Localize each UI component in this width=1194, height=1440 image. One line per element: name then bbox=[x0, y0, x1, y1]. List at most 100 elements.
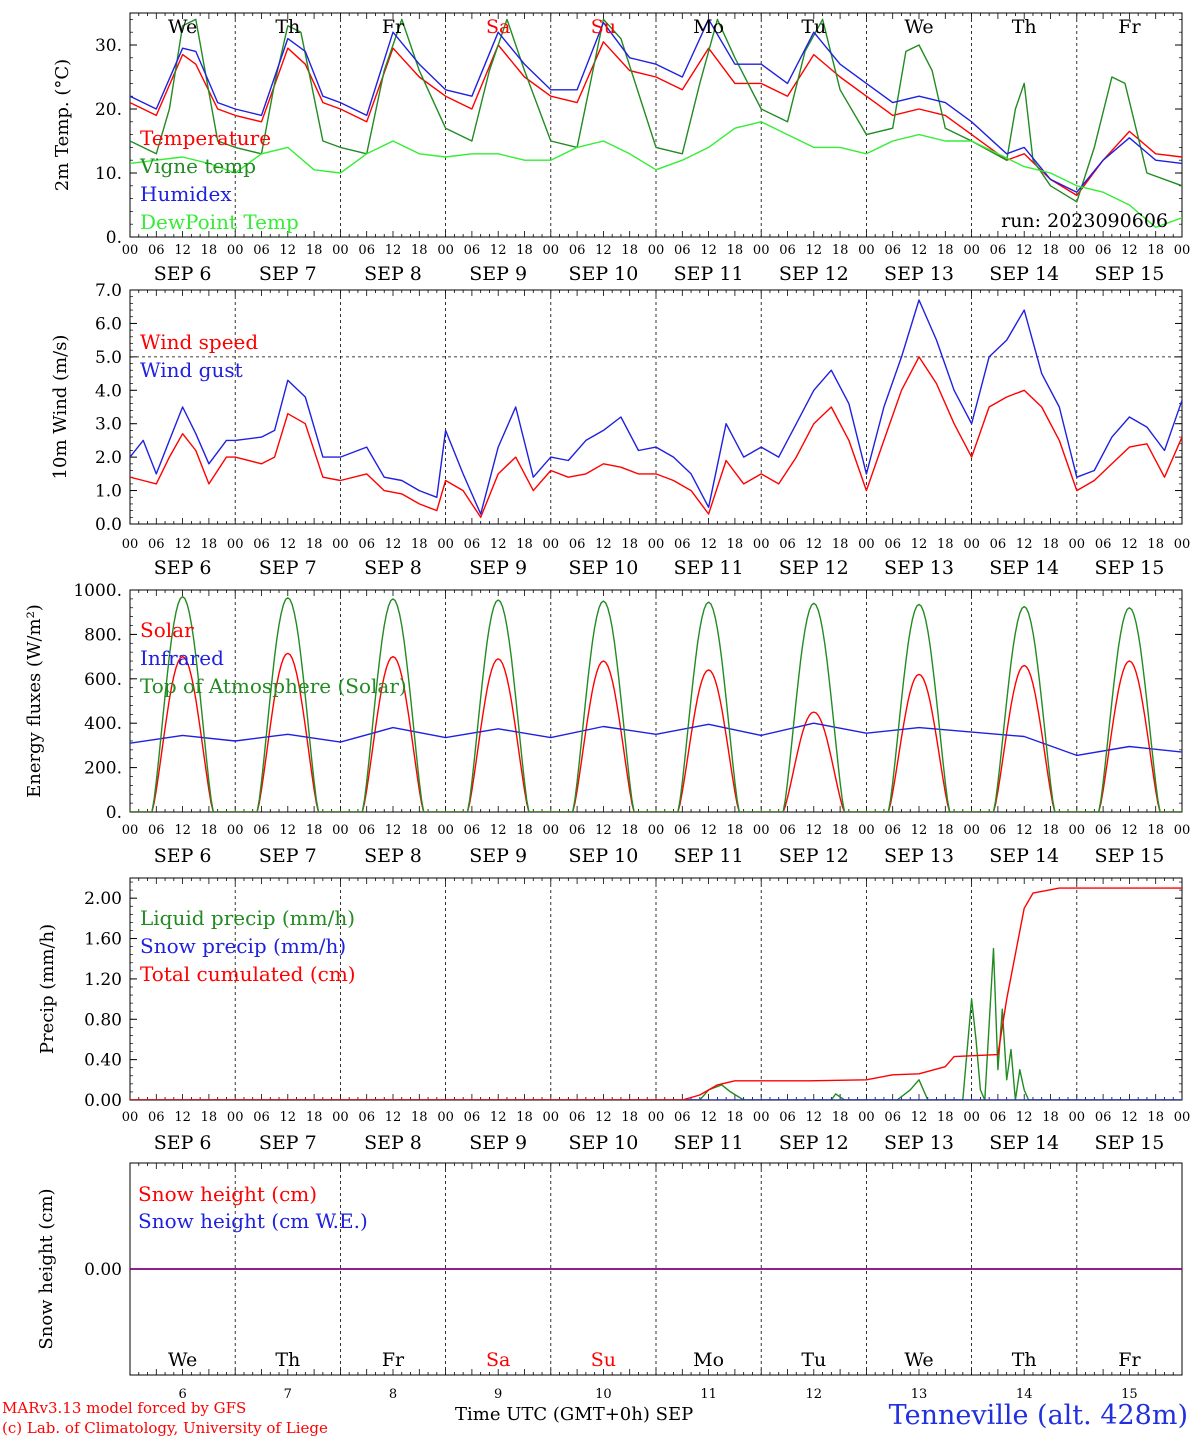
bottom-weekday-label: Sa bbox=[486, 1349, 510, 1371]
hour-tick-label: 00 bbox=[1069, 823, 1086, 838]
hour-tick-label: 00 bbox=[858, 1110, 875, 1125]
hour-tick-label: 00 bbox=[122, 243, 139, 258]
hour-tick-label: 06 bbox=[148, 537, 165, 552]
date-label: SEP 9 bbox=[469, 845, 527, 867]
date-label: SEP 7 bbox=[259, 557, 317, 579]
hour-tick-label: 00 bbox=[753, 823, 770, 838]
hour-tick-label: 12 bbox=[595, 823, 612, 838]
date-label: SEP 10 bbox=[568, 1132, 638, 1154]
y-tick-label: 5.0 bbox=[95, 348, 122, 368]
date-label: SEP 12 bbox=[779, 845, 849, 867]
weekday-label: Th bbox=[275, 16, 300, 38]
series-line-infrared bbox=[130, 722, 1182, 757]
lab-credit: (c) Lab. of Climatology, University of L… bbox=[2, 1419, 328, 1437]
date-label: SEP 8 bbox=[364, 263, 422, 285]
y-tick-label: 0.00 bbox=[84, 1091, 122, 1111]
bottom-weekday-label: Su bbox=[591, 1349, 616, 1371]
y-tick-label: 0.0 bbox=[95, 515, 122, 535]
date-label: SEP 13 bbox=[884, 845, 954, 867]
hour-tick-label: 06 bbox=[779, 537, 796, 552]
date-label: SEP 9 bbox=[469, 263, 527, 285]
date-label: SEP 6 bbox=[154, 845, 212, 867]
hour-tick-label: 06 bbox=[569, 243, 586, 258]
hour-tick-label: 18 bbox=[937, 823, 954, 838]
hour-tick-label: 00 bbox=[1174, 1110, 1191, 1125]
date-label: SEP 6 bbox=[154, 557, 212, 579]
hour-tick-label: 00 bbox=[543, 823, 560, 838]
hour-tick-label: 00 bbox=[227, 1110, 244, 1125]
hour-tick-label: 06 bbox=[779, 823, 796, 838]
model-credit: MARv3.13 model forced by GFS bbox=[2, 1399, 247, 1417]
precip-panel: 0.00 0.40 0.80 1.20 1.60 2.00 Precip (mm/h) 00 0… bbox=[37, 877, 1191, 1154]
hour-tick-label: 00 bbox=[753, 1110, 770, 1125]
date-label: SEP 10 bbox=[568, 263, 638, 285]
series-line-wind-gust bbox=[130, 299, 1182, 515]
legend-entry: Top of Atmosphere (Solar) bbox=[140, 674, 407, 698]
hour-tick-label: 12 bbox=[174, 243, 191, 258]
hour-tick-label: 00 bbox=[648, 823, 665, 838]
hour-tick-label: 18 bbox=[1042, 823, 1059, 838]
hour-tick-label: 12 bbox=[911, 243, 928, 258]
y-tick-label: 0. bbox=[106, 228, 122, 248]
hour-tick-label: 00 bbox=[437, 823, 454, 838]
hour-tick-label: 18 bbox=[727, 537, 744, 552]
hour-tick-label: 00 bbox=[1069, 1110, 1086, 1125]
hour-tick-label: 12 bbox=[1121, 243, 1138, 258]
hour-tick-label: 00 bbox=[332, 243, 349, 258]
hour-tick-label: 12 bbox=[174, 823, 191, 838]
hour-tick-label: 06 bbox=[674, 1110, 691, 1125]
hour-tick-label: 12 bbox=[1121, 537, 1138, 552]
date-label: SEP 7 bbox=[259, 845, 317, 867]
hour-tick-label: 06 bbox=[990, 537, 1007, 552]
hour-tick-label: 00 bbox=[648, 243, 665, 258]
weekday-label: Su bbox=[591, 16, 616, 38]
hour-tick-label: 18 bbox=[201, 243, 218, 258]
y-tick-label: 400. bbox=[84, 714, 122, 734]
hour-tick-label: 12 bbox=[911, 537, 928, 552]
hour-tick-label: 06 bbox=[464, 1110, 481, 1125]
hour-tick-label: 12 bbox=[595, 537, 612, 552]
legend-entry: Total cumulated (cm) bbox=[140, 962, 356, 986]
date-label: SEP 11 bbox=[674, 845, 744, 867]
temp-panel: 0. 10. 20. 30. 2m Temp. (°C) 00 06 12 18 00 06 12 18… bbox=[52, 12, 1190, 285]
legend-entry: Wind speed bbox=[140, 330, 258, 354]
location-label: Tenneville (alt. 428m) bbox=[888, 1400, 1188, 1431]
hour-tick-label: 12 bbox=[1016, 537, 1033, 552]
series-line-vigne-temp bbox=[130, 18, 1182, 203]
hour-tick-label: 18 bbox=[1042, 243, 1059, 258]
y-tick-label: 4.0 bbox=[95, 381, 122, 401]
bottom-weekday-label: Th bbox=[275, 1349, 300, 1371]
hour-tick-label: 06 bbox=[358, 1110, 375, 1125]
hour-tick-label: 06 bbox=[569, 823, 586, 838]
hour-tick-label: 12 bbox=[806, 823, 823, 838]
legend-entry: Infrared bbox=[140, 646, 224, 670]
hour-tick-label: 06 bbox=[358, 823, 375, 838]
hour-tick-label: 06 bbox=[779, 243, 796, 258]
hour-tick-label: 18 bbox=[411, 537, 428, 552]
hour-tick-label: 06 bbox=[884, 243, 901, 258]
hour-tick-label: 12 bbox=[806, 537, 823, 552]
date-label: SEP 12 bbox=[779, 557, 849, 579]
bottom-day-number: 7 bbox=[284, 1387, 292, 1400]
date-label: SEP 15 bbox=[1094, 1132, 1164, 1154]
y-tick-label: 0.00 bbox=[84, 1260, 122, 1280]
hour-tick-label: 12 bbox=[1016, 243, 1033, 258]
hour-tick-label: 18 bbox=[832, 243, 849, 258]
hour-tick-label: 00 bbox=[437, 537, 454, 552]
y-tick-label: 1.20 bbox=[84, 970, 122, 990]
series-line-solar bbox=[130, 652, 1182, 812]
hour-tick-label: 12 bbox=[700, 1110, 717, 1125]
y-tick-label: 30. bbox=[95, 36, 122, 56]
hour-tick-label: 00 bbox=[963, 537, 980, 552]
y-tick-label: 0. bbox=[106, 803, 122, 823]
date-label: SEP 15 bbox=[1094, 845, 1164, 867]
hour-tick-label: 12 bbox=[385, 243, 402, 258]
hour-tick-label: 12 bbox=[280, 823, 297, 838]
bottom-weekday-label: Fr bbox=[1118, 1349, 1141, 1371]
y-tick-label: 0.40 bbox=[84, 1051, 122, 1071]
legend-entry: Humidex bbox=[140, 182, 232, 206]
date-label: SEP 14 bbox=[989, 263, 1059, 285]
hour-tick-label: 12 bbox=[911, 823, 928, 838]
hour-tick-label: 06 bbox=[148, 243, 165, 258]
hour-tick-label: 00 bbox=[963, 823, 980, 838]
